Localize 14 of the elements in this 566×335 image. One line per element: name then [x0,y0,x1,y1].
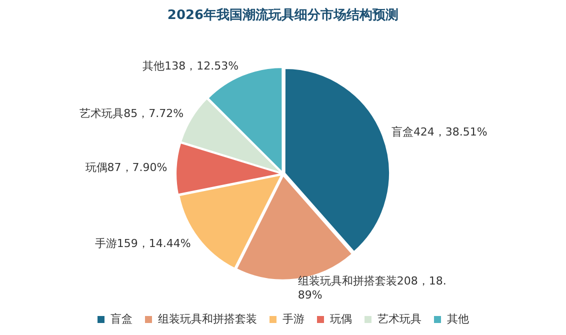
legend-label: 艺术玩具 [378,312,422,326]
category-label: 手游159，14.44% [94,236,191,250]
category-label: 其他138，12.53% [142,60,239,73]
legend-label: 其他 [447,312,469,326]
category-label: 盲盒424，38.51% [391,126,488,139]
category-label: 玩偶87，7.90% [85,160,168,174]
legend-label: 盲盒 [110,312,132,326]
category-label: 艺术玩具85，7.72% [80,106,184,120]
legend-label: 组装玩具和拼搭套装 [158,312,257,326]
legend-label: 玩偶 [330,312,352,326]
category-label: 组装玩具和拼搭套装208，18. [298,274,446,288]
legend-label: 手游 [282,312,304,326]
chart-title: 2026年我国潮流玩具细分市场结构预测 [167,7,399,24]
text: 89% [298,288,322,302]
